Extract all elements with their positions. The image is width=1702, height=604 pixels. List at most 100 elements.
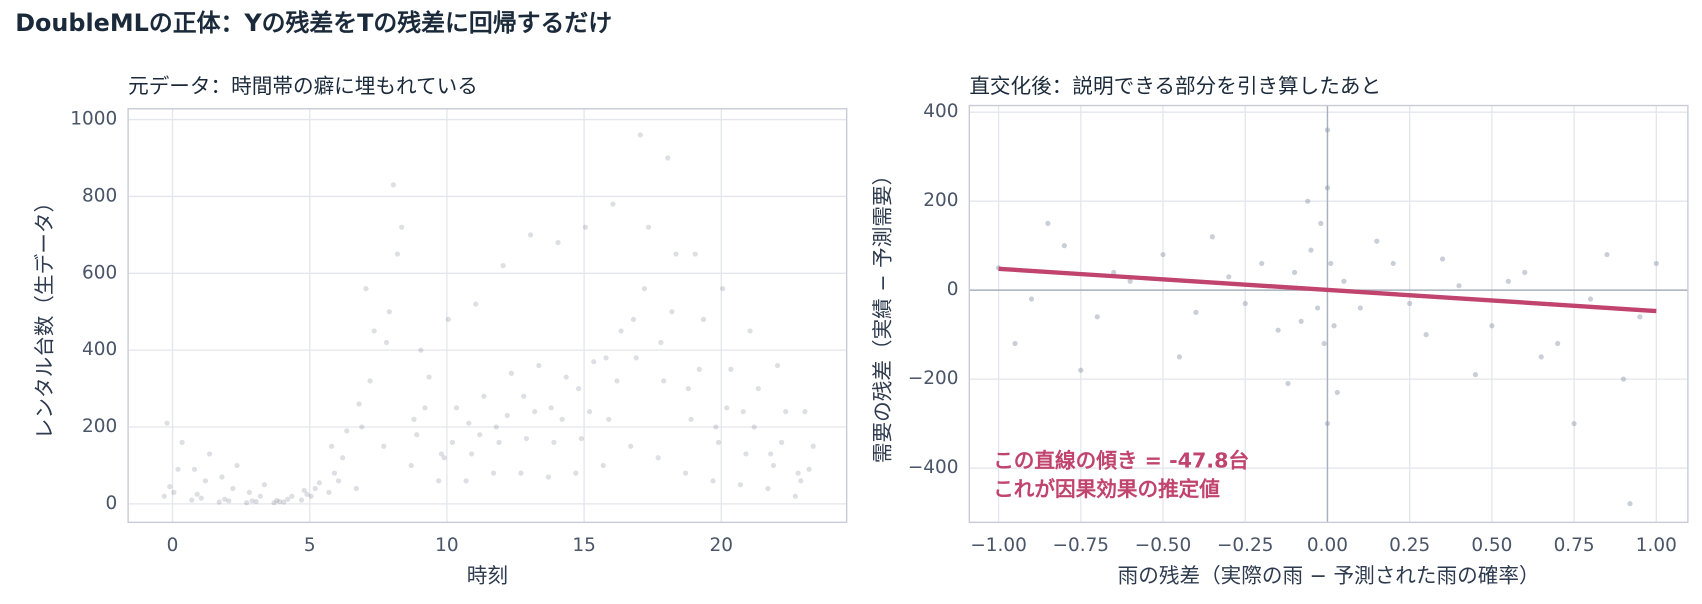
point <box>633 355 639 361</box>
point <box>216 499 222 505</box>
point <box>394 251 401 257</box>
point <box>774 362 781 369</box>
point <box>308 493 314 499</box>
point <box>610 201 616 207</box>
point <box>1328 260 1334 267</box>
point <box>234 462 240 469</box>
point <box>715 439 722 446</box>
point <box>1653 260 1659 267</box>
y-tick-label: 0 <box>105 493 117 514</box>
point <box>1226 274 1232 280</box>
point <box>783 409 789 415</box>
point <box>614 378 620 384</box>
point <box>1061 243 1067 249</box>
point <box>504 412 510 419</box>
point <box>523 435 530 442</box>
point <box>438 451 445 457</box>
point <box>1308 247 1314 253</box>
point <box>316 480 322 486</box>
point <box>453 405 460 411</box>
point <box>331 470 338 476</box>
point <box>468 451 475 457</box>
point <box>390 182 397 188</box>
x-tick-label: −0.50 <box>1135 535 1192 556</box>
point <box>724 405 730 411</box>
point <box>669 309 675 315</box>
point <box>1374 238 1380 244</box>
point <box>713 424 719 430</box>
point <box>312 485 318 492</box>
x-tick-label: −1.00 <box>970 535 1027 556</box>
point <box>418 347 424 353</box>
point <box>658 339 664 346</box>
point <box>1627 501 1633 507</box>
point <box>661 378 667 384</box>
point <box>600 462 606 469</box>
point <box>1324 420 1331 427</box>
fit-line <box>998 266 1657 314</box>
point <box>1291 269 1298 275</box>
x-tick-label: 15 <box>572 535 595 556</box>
point <box>527 232 534 238</box>
point <box>1604 251 1610 258</box>
point <box>628 443 634 449</box>
point <box>532 409 538 415</box>
point <box>383 339 390 346</box>
point <box>795 470 801 476</box>
point <box>1571 420 1577 427</box>
y-tick-label: 1000 <box>70 109 117 130</box>
plot-frame <box>968 104 1689 524</box>
point <box>1045 220 1051 227</box>
y-tick-label: 0 <box>947 279 959 300</box>
point <box>344 428 350 434</box>
point <box>1423 332 1429 338</box>
point <box>326 489 332 495</box>
point <box>770 462 777 469</box>
point <box>466 420 472 426</box>
point <box>765 485 771 492</box>
point <box>1489 323 1495 329</box>
figure-title: DoubleMLの正体：Yの残差をTの残差に回帰するだけ <box>15 9 612 37</box>
x-tick-label: 10 <box>435 535 458 556</box>
point <box>261 482 268 488</box>
point <box>563 374 569 380</box>
point <box>191 466 198 472</box>
point <box>1620 376 1627 382</box>
point <box>285 496 291 502</box>
point <box>206 451 213 457</box>
point <box>253 498 259 505</box>
panel-title: 直交化後：説明できる部分を引き算したあと <box>969 74 1381 98</box>
point <box>171 489 177 495</box>
point <box>490 470 497 476</box>
point <box>1505 278 1511 284</box>
x-tick-label: 0.25 <box>1389 535 1430 556</box>
point <box>189 497 195 503</box>
point <box>1357 305 1363 311</box>
point <box>606 416 612 422</box>
point <box>728 366 734 372</box>
point <box>779 439 785 446</box>
point <box>1390 260 1396 267</box>
point <box>414 432 420 438</box>
point <box>371 328 377 334</box>
point <box>673 251 679 257</box>
point <box>399 224 405 230</box>
point <box>167 483 173 490</box>
point <box>700 316 707 323</box>
point <box>1522 269 1528 275</box>
point <box>798 478 804 484</box>
point <box>301 487 307 494</box>
x-tick-label: 0.75 <box>1554 535 1595 556</box>
point <box>545 474 552 480</box>
y-axis-label: レンタル台数（生データ） <box>33 192 57 439</box>
point <box>591 359 597 365</box>
point <box>573 470 579 476</box>
point <box>1160 251 1166 258</box>
point <box>298 497 305 503</box>
point <box>1472 372 1479 378</box>
point <box>536 362 542 369</box>
x-axis-label: 時刻 <box>467 564 508 588</box>
y-tick-label: −200 <box>908 368 959 389</box>
point <box>755 385 761 392</box>
point <box>1259 260 1265 267</box>
